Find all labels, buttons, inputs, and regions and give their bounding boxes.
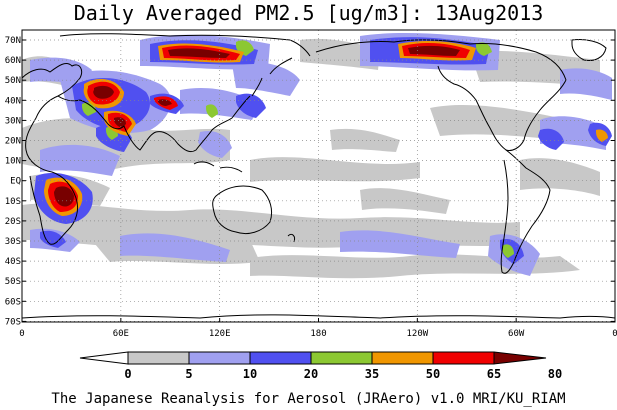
lat-label: 40N [5, 96, 21, 106]
colorbar-cell [127, 351, 190, 365]
longitude-axis: 0 60E 120E 180 120W 60W 0 [19, 318, 617, 339]
lon-label: 180 [310, 329, 326, 339]
colorbar-cell [493, 351, 547, 365]
colorbar-cell [371, 351, 434, 365]
graticule [22, 30, 615, 322]
lat-label: 30S [5, 237, 21, 247]
lat-label: 10S [5, 197, 21, 207]
colorbar-label: 20 [304, 367, 318, 381]
colorbar-label: 35 [365, 367, 379, 381]
lat-label: 10N [5, 157, 21, 167]
lat-label: 70S [5, 317, 21, 327]
lon-label: 0 [612, 329, 617, 339]
colorbar: 0 5 10 20 35 50 65 80 [79, 351, 562, 381]
colorbar-cell [188, 351, 251, 365]
lon-label: 60W [508, 329, 525, 339]
lon-label: 120W [406, 329, 428, 339]
colorbar-label: 0 [124, 367, 131, 381]
colorbar-cell [249, 351, 312, 365]
colorbar-cell [79, 351, 129, 365]
colorbar-label: 10 [243, 367, 257, 381]
colorbar-cell [310, 351, 373, 365]
footer-credit: The Japanese Reanalysis for Aerosol (JRA… [51, 391, 566, 407]
lon-label: 120E [209, 329, 231, 339]
colorbar-label: 5 [185, 367, 192, 381]
map-title: Daily Averaged PM2.5 [ug/m3]: 13Aug2013 [73, 1, 544, 25]
lat-label: 70N [5, 36, 21, 46]
lat-label: 40S [5, 257, 21, 267]
lat-label: 20N [5, 137, 21, 147]
lat-label: EQ [10, 177, 21, 187]
pm25-field [22, 30, 615, 322]
lat-label: 60N [5, 56, 21, 66]
lat-label: 60S [5, 297, 21, 307]
lat-label: 20S [5, 217, 21, 227]
lat-label: 50N [5, 76, 21, 86]
lat-label: 50S [5, 277, 21, 287]
pm25-level-80-plus [54, 45, 460, 207]
lon-label: 0 [19, 329, 24, 339]
coastlines [22, 33, 615, 319]
lon-label: 60E [113, 329, 129, 339]
colorbar-label: 65 [487, 367, 501, 381]
colorbar-label: 80 [548, 367, 562, 381]
latitude-axis: 70N 60N 50N 40N 30N 20N 10N EQ 10S 20S 30S 40S 50S 60… [5, 36, 615, 327]
lat-label: 30N [5, 116, 21, 126]
colorbar-cell [432, 351, 495, 365]
colorbar-label: 50 [426, 367, 440, 381]
